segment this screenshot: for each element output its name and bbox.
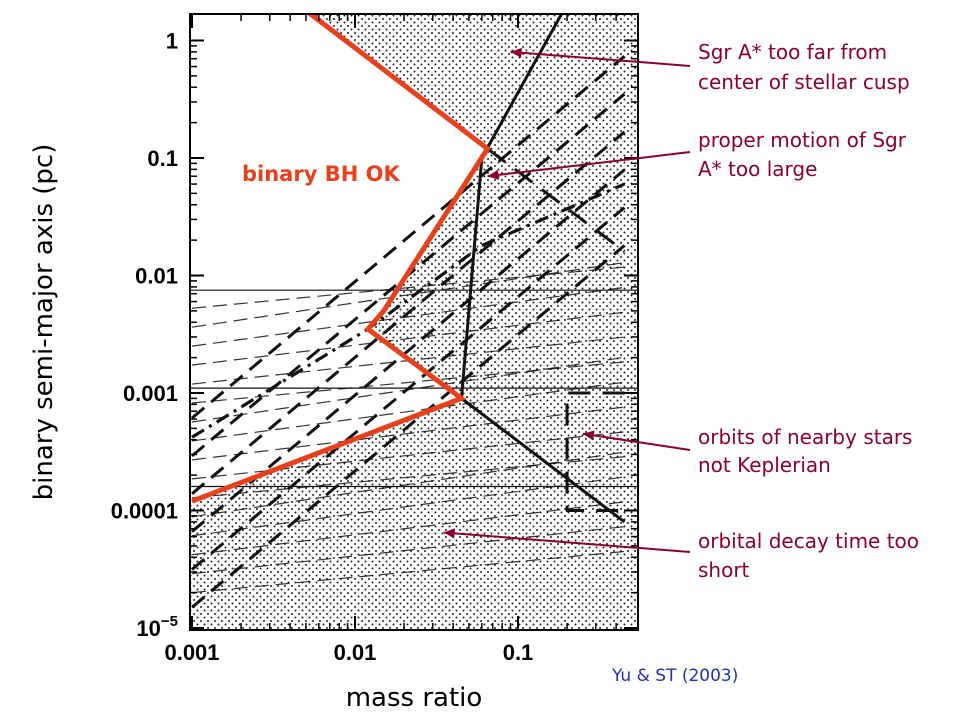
y-tick-label-2: 0.01	[135, 264, 178, 289]
axis-ticks: 0.001 0.01 0.1 1 0.1 0.01 0.001 0.0001 10−5	[111, 14, 638, 665]
annotation-arrow-1	[487, 151, 691, 178]
annotation-nearby-stars: orbits of nearby stars not Keplerian	[698, 425, 912, 477]
hatch-line-15	[191, 266, 625, 309]
hatch-line-2	[191, 501, 625, 556]
x-axis-title: mass ratio	[346, 683, 483, 713]
hatch-line-3	[191, 476, 625, 537]
y-tick-label-5: 10−5	[136, 613, 178, 641]
annotation-orbital-decay-line-1: orbital decay time too	[698, 529, 919, 553]
hatch-line-10	[191, 361, 625, 404]
annotation-proper-motion-line-2: A* too large	[698, 157, 817, 181]
allowed-region-boundary	[191, 14, 491, 504]
y-tick-label-superscript: −5	[161, 613, 178, 630]
annotation-arrowhead-1	[487, 169, 500, 180]
thick-hatch-line-3	[191, 130, 626, 495]
y-tick-label-3: 0.001	[123, 381, 178, 406]
thick-hatch-line-0	[191, 244, 626, 609]
y-tick-label-1: 0.1	[147, 146, 178, 171]
annotation-arrowhead-2	[582, 430, 595, 441]
annotation-arrowhead-0	[510, 47, 522, 58]
y-tick-label-0: 1	[166, 29, 178, 54]
annotation-proper-motion: proper motion of Sgr A* too large	[698, 128, 907, 181]
x-tick-label-2: 0.1	[503, 640, 534, 665]
y-tick-label-base: 10	[136, 616, 160, 641]
hatch-line-5	[191, 456, 625, 499]
annotation-arrowhead-3	[443, 528, 456, 539]
annotation-arrow-3	[443, 531, 691, 553]
annotation-orbital-decay-line-2: short	[698, 558, 750, 582]
annotation-orbital-decay: orbital decay time too short	[698, 529, 919, 582]
annotation-proper-motion-line-1: proper motion of Sgr	[698, 128, 907, 152]
y-axis-title: binary semi-major axis (pc)	[29, 144, 59, 501]
hatch-line-0	[191, 550, 625, 594]
thick-hatch-line-1	[191, 206, 626, 571]
hatch-line-7	[191, 406, 625, 461]
credit: Yu & ST (2003)	[611, 666, 738, 686]
annotation-cusp-line-2: center of stellar cusp	[698, 70, 910, 94]
hatch-line-4	[191, 451, 625, 518]
plot-area	[189, 13, 639, 631]
x-tick-label-1: 0.01	[334, 640, 377, 665]
annotation-arrow-2	[582, 432, 691, 451]
hatch-line-13	[191, 286, 625, 347]
thick-hatch-line-2	[191, 168, 626, 533]
annotation-nearby-stars-line-1: orbits of nearby stars	[698, 425, 912, 449]
plot-contents	[190, 14, 638, 609]
allowed-region	[190, 14, 488, 502]
series-line-1	[460, 397, 626, 524]
allowed-region-label: binary BH OK	[242, 162, 400, 186]
x-tick-label-0: 0.001	[164, 640, 219, 665]
annotation-cusp-line-1: Sgr A* too far from	[698, 40, 887, 64]
hatch-line-1	[191, 526, 625, 575]
hatch-line-8	[191, 381, 625, 442]
hatch-line-12	[191, 311, 625, 366]
thick-hatch-line-5	[191, 55, 626, 420]
annotation-arrows	[443, 47, 691, 553]
annotation-arrow-0	[510, 50, 691, 67]
y-tick-label-4: 0.0001	[111, 499, 178, 524]
series-line-2	[486, 147, 626, 253]
hatch-line-14	[191, 261, 625, 328]
annotation-cusp: Sgr A* too far from center of stellar cu…	[698, 40, 910, 94]
series-line-4	[565, 391, 625, 512]
annotation-nearby-stars-line-2: not Keplerian	[698, 453, 831, 477]
